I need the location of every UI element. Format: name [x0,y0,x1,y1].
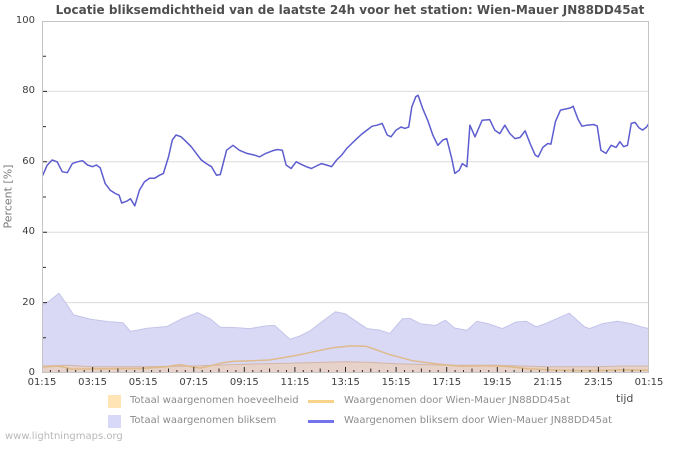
x-tick-label: 15:15 [381,377,411,388]
line-series-3 [42,94,649,207]
legend-label-observed-lightning-line: Waargenomen bliksem door Wien-Mauer JN88… [344,415,613,426]
y-axis-label: Percent [%] [1,164,15,229]
legend-swatch-total-amount [108,395,121,408]
y-tick-label: 0 [28,367,35,378]
y-tick-label: 40 [22,226,35,238]
area-series-1 [42,293,649,373]
x-tick-label: 05:15 [128,377,158,388]
chart-plot-area [42,21,649,373]
x-tick-label: 01:15 [634,377,664,388]
x-tick-label: 19:15 [482,377,512,388]
x-tick-label: 21:15 [533,377,563,388]
x-axis-ticks [42,367,649,373]
x-tick-label: 11:15 [280,377,310,388]
legend-row-1: Totaal waargenomen hoeveelheid Waargenom… [0,394,700,410]
legend-swatch-total-lightning [108,415,121,428]
x-tick-label: 23:15 [583,377,613,388]
legend-label-total-lightning: Totaal waargenomen bliksem [130,415,277,426]
plot-border [42,21,649,373]
x-axis-label: tijd [616,392,634,405]
x-tick-label: 01:15 [27,377,57,388]
x-tick-label: 17:15 [432,377,462,388]
watermark: www.lightningmaps.org [5,431,123,442]
legend-label-observed-amount-line: Waargenomen door Wien-Mauer JN88DD45at [344,395,571,406]
x-tick-label: 13:15 [331,377,360,388]
y-axis-ticks [42,21,47,373]
x-tick-label: 09:15 [229,377,259,388]
y-tick-label: 100 [15,15,35,26]
legend-swatch-observed-lightning-line [308,420,334,423]
area-edge-0 [42,361,649,368]
y-tick-label: 20 [22,296,35,308]
legend-row-2: Totaal waargenomen bliksem Waargenomen b… [0,414,700,430]
y-tick-label: 60 [22,155,35,167]
area-edge-1 [42,292,649,340]
legend-swatch-observed-amount-line [308,400,334,403]
x-tick-label: 07:15 [179,377,209,388]
x-tick-label: 03:15 [78,377,107,388]
legend-label-total-amount: Totaal waargenomen hoeveelheid [130,395,299,406]
y-tick-label: 80 [22,85,35,97]
chart-canvas [42,21,649,373]
chart-title: Locatie bliksemdichtheid van de laatste … [55,3,645,17]
